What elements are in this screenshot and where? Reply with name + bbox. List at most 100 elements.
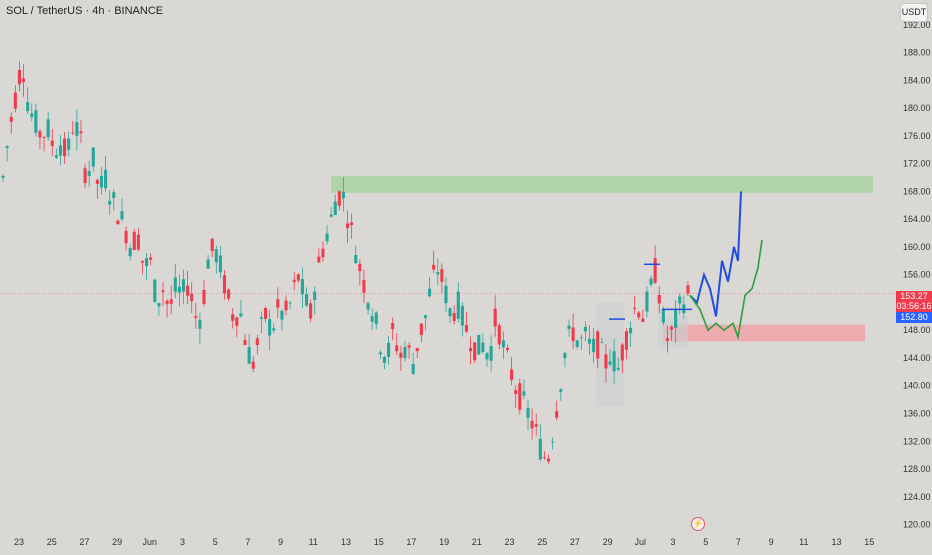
candle-body	[407, 345, 411, 348]
candle-body	[296, 274, 300, 281]
candle-body	[95, 179, 99, 184]
candle-body	[481, 342, 485, 352]
candle-body	[641, 318, 645, 323]
y-tick-label: 164.00	[903, 214, 931, 224]
candle-body	[341, 191, 345, 199]
candle-body	[624, 331, 628, 350]
candle-body	[50, 140, 54, 147]
y-tick-label: 176.00	[903, 131, 931, 141]
candle-body	[288, 302, 292, 304]
candle-body	[186, 285, 190, 296]
candle-body	[579, 337, 583, 339]
price-axis-bg	[895, 0, 932, 550]
candle-body	[608, 361, 612, 365]
candle-body	[546, 458, 551, 462]
candle-body	[374, 312, 378, 325]
y-tick-label: 124.00	[903, 492, 931, 502]
candle-body	[448, 308, 452, 317]
x-tick-label: 11	[799, 537, 808, 547]
candle-body	[534, 424, 538, 427]
candle-body	[473, 342, 477, 361]
candle-body	[231, 314, 235, 321]
candle-body	[346, 223, 350, 228]
candle-body	[272, 328, 276, 331]
candle-body	[477, 334, 481, 355]
candle-body	[153, 279, 157, 302]
candle-body	[432, 264, 436, 270]
candle-body	[120, 211, 124, 220]
candle-body	[337, 191, 341, 206]
candle-body	[87, 171, 91, 176]
candle-body	[505, 347, 510, 351]
x-tick-label: 13	[341, 537, 351, 547]
candle-body	[177, 286, 181, 293]
candle-body	[600, 342, 604, 343]
candle-body	[575, 340, 579, 347]
candle-body	[91, 147, 95, 167]
candle-body	[38, 131, 42, 138]
candle-body	[542, 457, 546, 458]
y-tick-label: 120.00	[903, 520, 931, 530]
candle-body	[411, 364, 415, 374]
x-tick-label: 27	[79, 537, 89, 547]
candle-body	[592, 338, 596, 353]
candle-body	[145, 258, 149, 267]
x-tick-label: Jul	[635, 537, 647, 547]
candle-body	[661, 308, 665, 323]
candle-body	[645, 291, 649, 312]
price-axis[interactable]: 120.00 124.00 128.00 132.00 136.00 140.00 144.…	[895, 0, 932, 550]
resistance-zone	[331, 176, 873, 193]
candle-body	[202, 289, 206, 305]
candle-body	[42, 137, 46, 139]
x-tick-label: 3	[180, 537, 185, 547]
candle-body	[563, 353, 567, 359]
x-tick-label: 7	[245, 537, 250, 547]
currency-button[interactable]: USDT	[900, 3, 928, 22]
x-tick-label: 29	[112, 537, 122, 547]
candle-body	[649, 278, 653, 285]
candle-body	[526, 408, 530, 418]
candle-body	[501, 340, 505, 348]
candle-body	[657, 295, 661, 304]
candle-body	[206, 259, 210, 269]
x-tick-label: 5	[703, 537, 708, 547]
x-tick-label: 15	[864, 537, 874, 547]
candle-body	[620, 344, 624, 361]
candle-body	[497, 325, 501, 345]
x-tick-label: 25	[47, 537, 57, 547]
candle-body	[518, 383, 522, 410]
candle-body	[464, 325, 469, 332]
candle-body	[440, 269, 444, 282]
candle-body	[34, 110, 38, 133]
candle-body	[227, 289, 231, 299]
candle-body	[522, 391, 526, 396]
candle-body	[255, 338, 259, 346]
candle-body	[567, 325, 571, 329]
y-tick-label: 160.00	[903, 242, 931, 252]
y-tick-label: 148.00	[903, 325, 931, 335]
candle-body	[222, 275, 227, 294]
candle-body	[423, 315, 428, 319]
candle-body	[157, 303, 161, 307]
candle-body	[485, 353, 489, 360]
candle-body	[436, 272, 440, 275]
lightning-icon[interactable]: ⚡	[691, 517, 705, 531]
symbol-title[interactable]: SOL / TetherUS · 4h · BINANCE	[6, 5, 164, 17]
projections	[609, 191, 763, 341]
candle-body	[140, 260, 145, 263]
candle-body	[456, 291, 460, 319]
candle-body	[415, 347, 419, 352]
x-tick-label: 3	[670, 537, 675, 547]
candle-body	[1, 175, 5, 178]
x-tick-label: 21	[472, 537, 482, 547]
candle-body	[628, 327, 633, 334]
candle-body	[362, 280, 366, 293]
x-tick-label: 23	[504, 537, 514, 547]
candle-body	[555, 411, 559, 418]
candle-body	[132, 231, 136, 251]
candle-body	[653, 258, 657, 283]
candle-body	[313, 291, 317, 300]
time-axis[interactable]: 23 25 27 29 Jun 3 5 7 9 11 13 15 17 19 21 23 25 27 29 Jul 3 5…	[14, 537, 874, 547]
